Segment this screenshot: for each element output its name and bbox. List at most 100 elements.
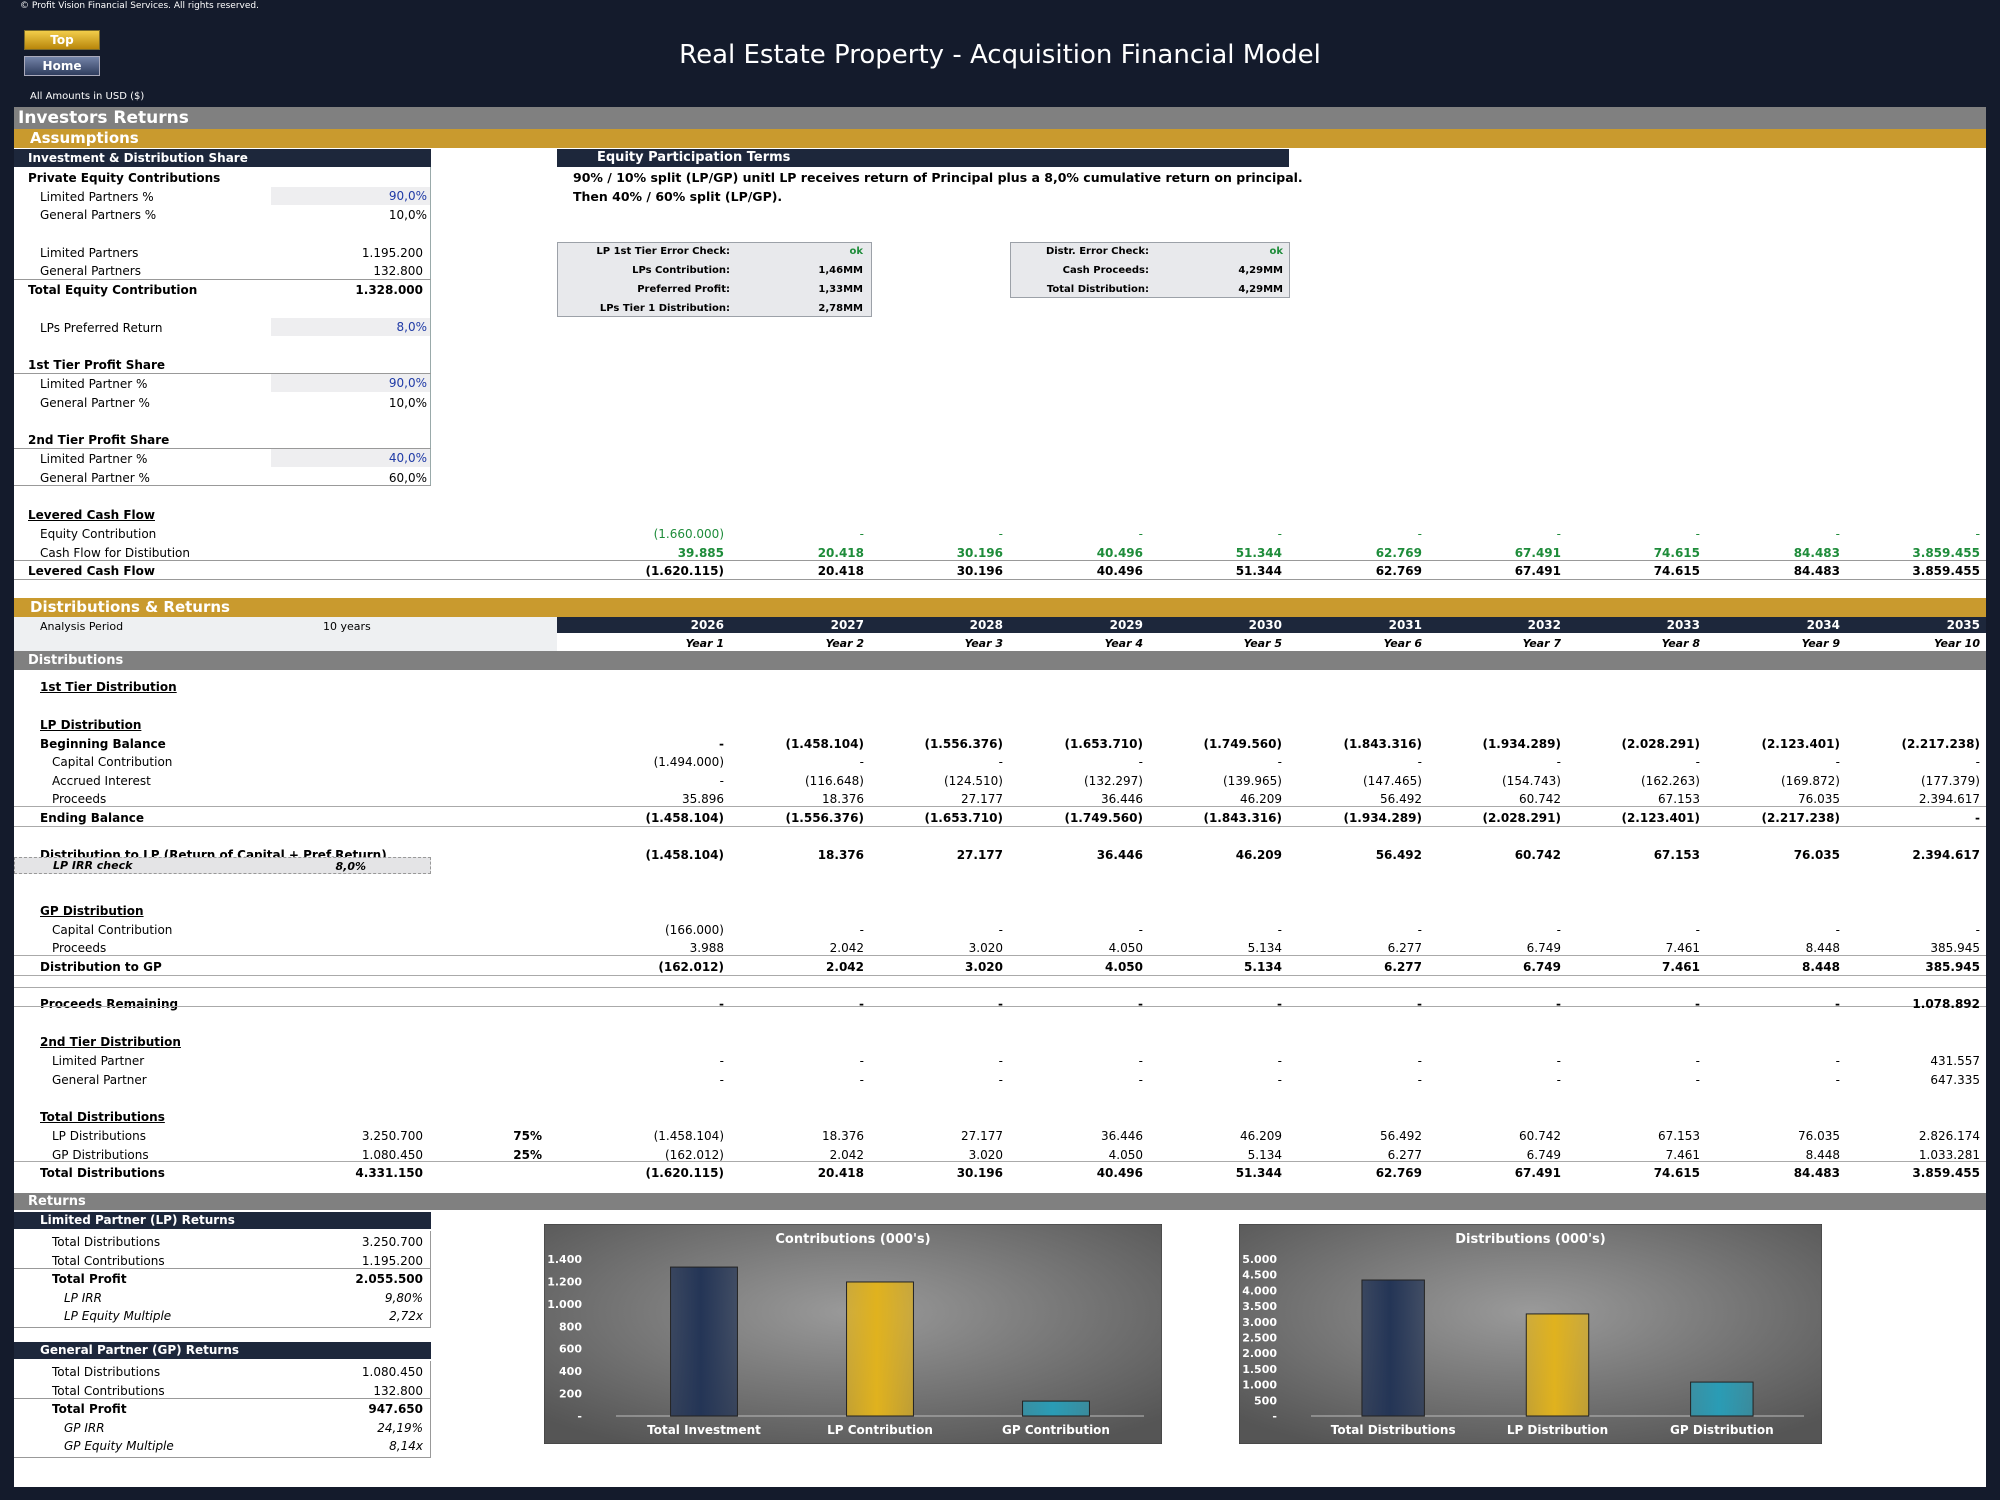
table-cell: 2.042	[829, 941, 864, 955]
table-cell: -	[998, 923, 1003, 937]
table-cell: 60.742	[1519, 792, 1561, 806]
year-label: Year 2	[825, 637, 864, 650]
check-value: ok	[1269, 246, 1283, 257]
tier1-share-heading: 1st Tier Profit Share	[28, 358, 166, 372]
table-cell: 4.050	[1105, 960, 1143, 974]
returns-label: Total Profit	[52, 1272, 127, 1287]
table-cell: 5.134	[1247, 941, 1282, 955]
y-tick-label: 2.500	[1242, 1332, 1277, 1345]
gp-pct-label: General Partners %	[40, 208, 157, 222]
lp-irr-check-label: LP IRR check	[14, 857, 431, 874]
lp-pct-input[interactable]: 90,0%	[271, 187, 430, 205]
check-value: 1,33MM	[818, 284, 863, 295]
divider	[14, 448, 431, 449]
table-cell: 56.492	[1375, 848, 1422, 862]
gp-pct-value: 10,0%	[388, 208, 427, 222]
table-cell: (177.379)	[1921, 774, 1980, 788]
year-label: Year 4	[1104, 637, 1143, 650]
row-label: Accrued Interest	[52, 774, 151, 788]
pref-input[interactable]: 8,0%	[271, 318, 430, 336]
table-cell: -	[998, 997, 1003, 1011]
lp-value: 1.195.200	[361, 246, 423, 260]
table-cell: -	[859, 755, 864, 769]
table-cell: 20.418	[817, 1166, 864, 1180]
tier2-share-heading: 2nd Tier Profit Share	[28, 433, 170, 447]
divider	[14, 579, 1986, 580]
lp-label: Limited Partners	[40, 246, 139, 260]
table-cell: -	[1835, 755, 1840, 769]
table-cell: -	[1417, 1054, 1422, 1068]
lcf-equity-label: Equity Contribution	[40, 527, 157, 541]
t1-lp-input[interactable]: 90,0%	[271, 374, 430, 392]
table-cell: -	[1417, 527, 1422, 541]
table-cell: -	[1835, 1073, 1840, 1087]
table-cell: 6.749	[1523, 960, 1561, 974]
returns-value: 2,72x	[389, 1309, 423, 1324]
table-cell: 18.376	[822, 1129, 864, 1143]
gp-returns-header: General Partner (GP) Returns	[14, 1342, 431, 1359]
top-button[interactable]: Top	[24, 30, 100, 50]
table-cell: 67.491	[1514, 564, 1561, 578]
y-tick-label: 1.500	[1242, 1363, 1277, 1376]
divider	[14, 560, 1986, 561]
analysis-period-label: Analysis Period	[40, 620, 124, 633]
table-cell: 76.035	[1798, 792, 1840, 806]
t2-lp-input[interactable]: 40,0%	[271, 449, 430, 467]
table-cell: 7.461	[1662, 960, 1700, 974]
divider	[14, 1457, 431, 1458]
check-value: ok	[849, 246, 863, 257]
table-cell: -	[1138, 1073, 1143, 1087]
table-cell: -	[1556, 1073, 1561, 1087]
y-tick-label: -	[1272, 1410, 1277, 1423]
table-cell: -	[859, 997, 864, 1011]
table-cell: (1.620.115)	[645, 1166, 724, 1180]
table-cell: 62.769	[1375, 1166, 1422, 1180]
table-cell: 18.376	[817, 848, 864, 862]
table-cell: -	[1975, 527, 1980, 541]
table-cell: (1.458.104)	[645, 848, 724, 862]
bar-gp-distribution	[1690, 1381, 1754, 1417]
pec-heading: Private Equity Contributions	[28, 171, 221, 185]
row-label: Limited Partner	[52, 1054, 145, 1068]
total-dist-total: 4.331.150	[355, 1166, 423, 1180]
row-label: LP Distributions	[52, 1129, 146, 1143]
table-cell: -	[1556, 923, 1561, 937]
table-cell: -	[1277, 755, 1282, 769]
year-header: 2029	[1109, 618, 1143, 632]
y-tick-label: 600	[559, 1343, 582, 1356]
returns-value: 3.250.700	[361, 1235, 423, 1249]
table-cell: (1.556.376)	[785, 811, 864, 825]
table-cell: 3.859.455	[1912, 546, 1980, 560]
table-cell: 3.020	[968, 1148, 1003, 1162]
row-label: LP Distribution	[40, 718, 142, 732]
table-cell: (166.000)	[665, 923, 724, 937]
returns-label: Total Contributions	[52, 1253, 165, 1268]
table-cell: 76.035	[1793, 848, 1840, 862]
table-cell: 51.344	[1235, 564, 1282, 578]
returns-value: 1.195.200	[361, 1253, 423, 1268]
table-cell: 1.078.892	[1912, 997, 1980, 1011]
distribution-check-box: Distr. Error Check: ok Cash Proceeds: 4,29M…	[1010, 242, 1290, 298]
table-cell: 431.557	[1930, 1054, 1980, 1068]
t2-gp-value: 60,0%	[388, 471, 427, 485]
row-label: Proceeds Remaining	[40, 997, 179, 1011]
divider	[14, 485, 431, 486]
check-label: Cash Proceeds:	[1062, 265, 1149, 276]
table-cell: 6.749	[1526, 941, 1561, 955]
table-cell: -	[1417, 923, 1422, 937]
row-label: Distribution to GP	[40, 960, 162, 974]
table-cell: 6.277	[1387, 941, 1422, 955]
divider	[14, 987, 1986, 988]
x-category-label: Total Distributions	[1331, 1423, 1456, 1437]
table-cell: 8.448	[1805, 1148, 1840, 1162]
table-cell: 6.277	[1384, 960, 1422, 974]
table-cell: 76.035	[1798, 1129, 1840, 1143]
home-button[interactable]: Home	[24, 56, 100, 76]
divider	[14, 1398, 431, 1400]
returns-label: Total Distributions	[52, 1235, 161, 1249]
y-tick-label: 3.000	[1242, 1316, 1277, 1329]
table-cell: (1.458.104)	[785, 737, 864, 751]
currency-note: All Amounts in USD ($)	[30, 91, 145, 102]
returns-label: Total Contributions	[52, 1383, 165, 1398]
